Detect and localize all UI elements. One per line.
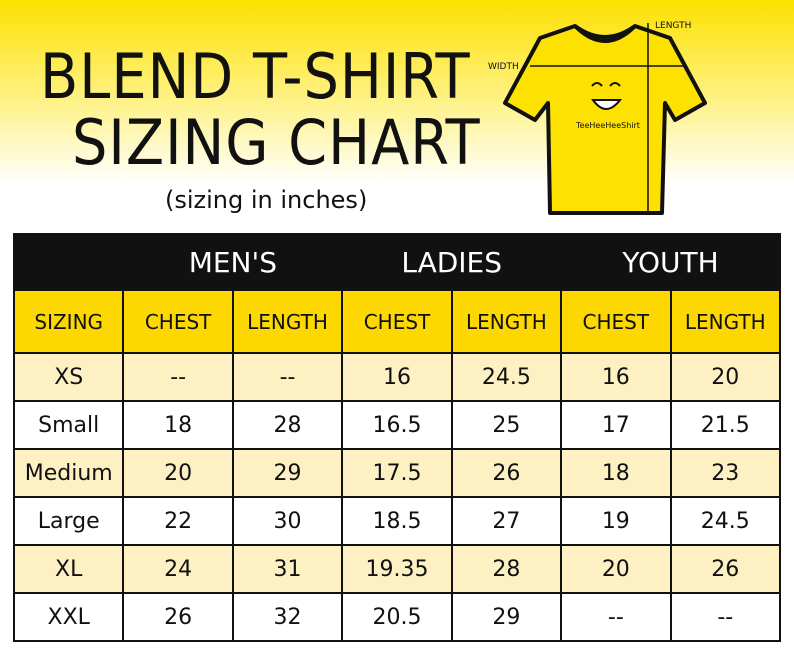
shirt — [503, 24, 707, 215]
column-header: LENGTH — [669, 289, 782, 354]
title: SIZING CHART — [72, 106, 481, 179]
measurement: 16 — [341, 352, 453, 402]
measurement: 26 — [122, 592, 234, 642]
size-label: Medium — [12, 448, 125, 498]
measurement: 25 — [450, 400, 563, 450]
width-label: WIDTH — [488, 62, 519, 72]
group-header: YOUTH — [560, 233, 781, 291]
measurement: -- — [669, 592, 782, 642]
measurement: -- — [231, 352, 344, 402]
measurement: 28 — [231, 400, 344, 450]
corner-cell — [12, 233, 125, 291]
measurement: 20 — [669, 352, 782, 402]
measurement: 30 — [231, 496, 344, 546]
measurement: 24 — [122, 544, 234, 594]
measurement: 18.5 — [341, 496, 453, 546]
column-header: CHEST — [122, 289, 234, 354]
size-label: Small — [12, 400, 125, 450]
table-row: MEN'S LADIES YOUTH — [12, 233, 781, 291]
size-table: MEN'S LADIES YOUTH SIZING CHEST LENGTH CHEST LE… — [12, 233, 782, 642]
measurement: 17.5 — [341, 448, 453, 498]
table-row: Small 18 28 16.5 25 17 21.5 — [12, 400, 782, 450]
measurement: 19.35 — [341, 544, 453, 594]
size-label: Large — [12, 496, 125, 546]
measurement: 21.5 — [669, 400, 782, 450]
measurement: 31 — [231, 544, 344, 594]
measurement: 29 — [450, 592, 563, 642]
measurement: -- — [122, 352, 234, 402]
size-label: XXL — [12, 592, 125, 642]
title: BLEND T-SHIRT — [40, 40, 471, 113]
measurement: 16 — [560, 352, 672, 402]
measurement: 28 — [450, 544, 563, 594]
group-header: LADIES — [341, 233, 563, 291]
measurement: 23 — [669, 448, 782, 498]
measurement: 20 — [560, 544, 672, 594]
measurement: -- — [560, 592, 672, 642]
measurement: 27 — [450, 496, 563, 546]
measurement: 19 — [560, 496, 672, 546]
length-label: LENGTH — [655, 21, 691, 31]
measurement: 22 — [122, 496, 234, 546]
table-row: XXL 26 32 20.5 29 -- -- — [12, 592, 782, 642]
column-header: LENGTH — [231, 289, 344, 354]
measurement: 26 — [669, 544, 782, 594]
brand: TeeHeeHeeShirt — [575, 121, 640, 130]
measurement: 18 — [560, 448, 672, 498]
table-row: XL 24 31 19.35 28 20 26 — [12, 544, 782, 594]
size-label: XL — [12, 544, 125, 594]
measurement: 29 — [231, 448, 344, 498]
table-row: XS -- -- 16 24.5 16 20 — [12, 352, 782, 402]
measurement: 20.5 — [341, 592, 453, 642]
measurement: 18 — [122, 400, 234, 450]
measurement: 24.5 — [450, 352, 563, 402]
table-row: Medium 20 29 17.5 26 18 23 — [12, 448, 782, 498]
measurement: 16.5 — [341, 400, 453, 450]
shirt-illustration: LENGTH WIDTH TeeHeeHeeShirt — [488, 21, 707, 215]
subtitle: (sizing in inches) — [165, 186, 368, 214]
column-header: LENGTH — [450, 289, 563, 354]
measurement: 20 — [122, 448, 234, 498]
table-row: Large 22 30 18.5 27 19 24.5 — [12, 496, 782, 546]
column-header: CHEST — [560, 289, 672, 354]
measurement: 32 — [231, 592, 344, 642]
column-header: SIZING — [12, 289, 125, 354]
measurement: 17 — [560, 400, 672, 450]
measurement: 24.5 — [669, 496, 782, 546]
group-header: MEN'S — [122, 233, 344, 291]
measurement: 26 — [450, 448, 563, 498]
size-label: XS — [12, 352, 125, 402]
column-header: CHEST — [341, 289, 453, 354]
table-row: SIZING CHEST LENGTH CHEST LENGTH CHEST LENGTH — [12, 289, 782, 354]
